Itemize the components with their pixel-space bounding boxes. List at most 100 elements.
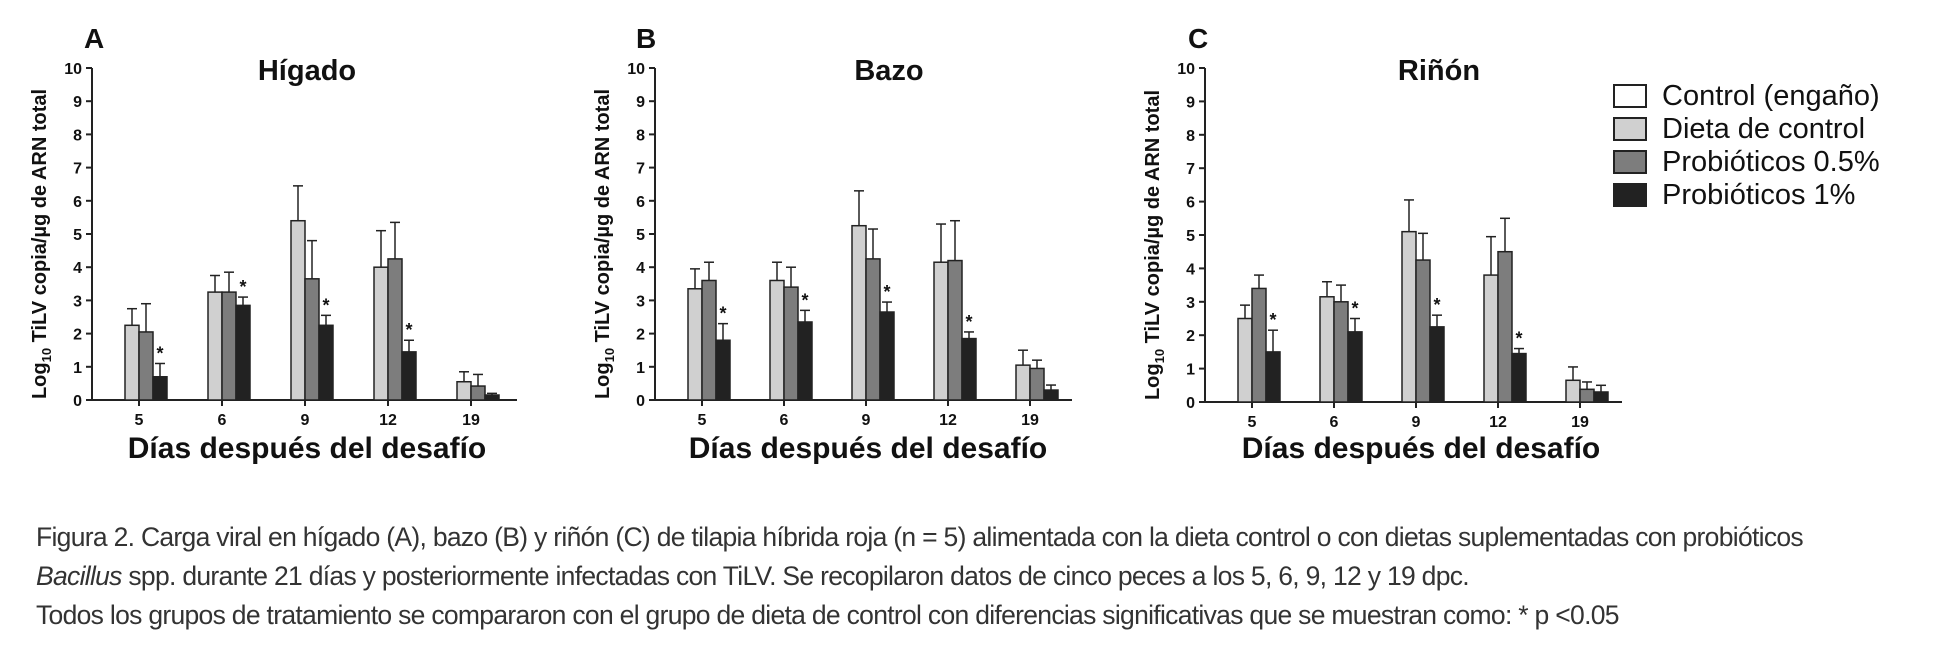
bar <box>1265 351 1281 403</box>
caption-line-2: Bacillus spp. durante 21 días y posterio… <box>36 557 1916 596</box>
bar <box>207 291 223 401</box>
significance-star: * <box>883 282 890 302</box>
y-axis-label: Log10 TiLV copia/µg de ARN total <box>1142 90 1167 400</box>
legend-label: Probióticos 1% <box>1662 179 1855 211</box>
bar <box>470 385 486 401</box>
bar <box>783 286 799 401</box>
y-tick-label: 0 <box>73 393 82 410</box>
x-tick-label: 19 <box>1571 414 1589 431</box>
bar <box>484 394 500 401</box>
y-tick-label: 3 <box>73 293 82 310</box>
bar <box>138 331 154 401</box>
legend-label: Control (engaño) <box>1662 80 1880 112</box>
significance-star: * <box>405 320 412 340</box>
figure-caption: Figura 2. Carga viral en hígado (A), baz… <box>36 518 1916 635</box>
bar <box>1043 389 1059 401</box>
y-tick-label: 5 <box>73 227 82 244</box>
y-tick-label: 10 <box>627 61 645 78</box>
y-tick-label: 5 <box>636 227 645 244</box>
panel-title: Hígado <box>258 55 356 87</box>
significance-star: * <box>719 304 726 324</box>
bar <box>865 258 881 401</box>
y-axis-label-rest: TiLV copia/µg de ARN total <box>1142 90 1164 349</box>
y-tick-label: 7 <box>73 161 82 178</box>
bar <box>1333 301 1349 403</box>
bar <box>1015 364 1031 401</box>
bar <box>879 311 895 401</box>
bar <box>1029 367 1045 401</box>
bar <box>1347 331 1363 403</box>
bar <box>387 258 403 401</box>
y-tick-label: 1 <box>636 360 645 377</box>
bar <box>1415 259 1431 403</box>
y-tick-label: 0 <box>1186 395 1195 412</box>
bar <box>318 324 334 401</box>
bar <box>235 304 251 401</box>
x-tick-label: 12 <box>379 412 397 429</box>
x-tick-label: 5 <box>698 412 707 429</box>
bar <box>401 351 417 401</box>
significance-star: * <box>322 295 329 315</box>
significance-star: * <box>1515 329 1522 349</box>
significance-star: * <box>1433 295 1440 315</box>
bar <box>1319 296 1335 403</box>
legend-label: Dieta de control <box>1662 113 1865 145</box>
y-tick-label: 6 <box>73 194 82 211</box>
x-tick-label: 9 <box>1412 414 1421 431</box>
bar <box>1237 317 1253 403</box>
bar <box>1483 274 1499 403</box>
bar <box>456 380 472 401</box>
y-axis-label: Log10 TiLV copia/µg de ARN total <box>29 89 54 399</box>
y-axis-label-log: Log <box>29 362 51 399</box>
significance-star: * <box>965 312 972 332</box>
bar <box>701 279 717 401</box>
bar <box>1497 250 1513 403</box>
legend-swatch <box>1613 183 1647 207</box>
caption-line-2-rest: spp. durante 21 días y posteriormente in… <box>121 561 1469 591</box>
x-tick-label: 6 <box>780 412 789 429</box>
x-tick-label: 9 <box>862 412 871 429</box>
y-tick-label: 4 <box>73 260 82 277</box>
bar <box>769 279 785 401</box>
y-tick-label: 7 <box>1186 161 1195 178</box>
bar <box>290 219 306 401</box>
x-tick-label: 9 <box>301 412 310 429</box>
panel-letter: B <box>636 23 656 54</box>
bar <box>124 324 140 401</box>
bar <box>1511 352 1527 403</box>
bar <box>947 259 963 401</box>
y-axis-label-subscript: 10 <box>1152 349 1167 363</box>
panel-letter: C <box>1188 23 1208 54</box>
bar <box>221 291 237 401</box>
caption-line-1: Figura 2. Carga viral en hígado (A), baz… <box>36 522 1804 552</box>
significance-star: * <box>801 290 808 310</box>
y-tick-label: 4 <box>1186 261 1195 278</box>
y-tick-label: 2 <box>1186 328 1195 345</box>
x-axis-label: Días después del desafío <box>689 432 1047 465</box>
bar <box>304 278 320 401</box>
bar <box>715 339 731 401</box>
bar <box>797 321 813 401</box>
y-axis-label-subscript: 10 <box>39 348 54 362</box>
bar <box>373 266 389 401</box>
significance-star: * <box>1269 310 1276 330</box>
y-tick-label: 1 <box>1186 362 1195 379</box>
y-tick-label: 9 <box>636 94 645 111</box>
y-axis-label-log: Log <box>592 362 614 399</box>
y-tick-label: 9 <box>1186 94 1195 111</box>
y-tick-label: 8 <box>1186 128 1195 145</box>
chart-legend: Control (engaño)Dieta de control Probióti… <box>1613 80 1880 211</box>
bar <box>1401 230 1417 403</box>
significance-star: * <box>156 343 163 363</box>
bar <box>961 337 977 401</box>
y-tick-label: 10 <box>1177 61 1195 78</box>
x-tick-label: 5 <box>1248 414 1257 431</box>
caption-italic-genus: Bacillus <box>36 561 122 591</box>
bar <box>1565 379 1581 403</box>
y-tick-label: 1 <box>73 360 82 377</box>
y-tick-label: 3 <box>1186 295 1195 312</box>
